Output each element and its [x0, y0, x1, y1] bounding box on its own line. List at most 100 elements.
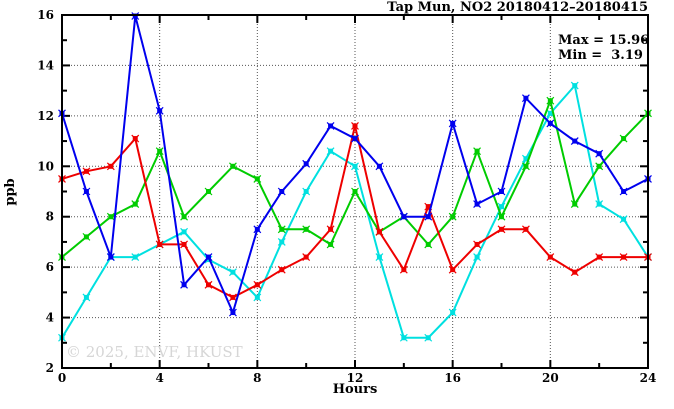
data-point-red — [351, 122, 359, 130]
data-point-cyan — [351, 162, 359, 171]
data-point-blue — [302, 159, 311, 168]
x-tick-label: 4 — [155, 371, 163, 385]
data-point-blue — [82, 187, 91, 196]
data-point-red — [106, 162, 115, 171]
data-point-red — [155, 240, 164, 249]
series-line-red — [61, 125, 648, 299]
data-point-green — [619, 134, 628, 143]
data-point-green — [253, 174, 262, 183]
gridlines — [62, 15, 648, 368]
x-tick-label: 20 — [542, 371, 559, 385]
data-point-green — [228, 162, 237, 171]
data-point-green — [351, 187, 359, 196]
plot-border — [61, 14, 649, 369]
data-point-red — [375, 227, 384, 236]
data-point-green — [326, 240, 335, 249]
data-point-cyan — [302, 187, 311, 196]
data-point-green — [106, 212, 115, 221]
series-blue — [58, 12, 652, 317]
y-tick-label: 10 — [37, 159, 54, 173]
watermark: © 2025, ENVF, HKUST — [66, 343, 243, 361]
data-point-red — [448, 265, 457, 274]
max-stat-label: Max = 15.96 — [558, 33, 649, 48]
data-point-red — [497, 225, 506, 234]
data-point-green — [180, 212, 189, 221]
data-point-green — [204, 187, 213, 196]
data-point-cyan — [228, 268, 237, 277]
data-point-blue — [253, 225, 262, 234]
data-point-cyan — [473, 253, 482, 261]
data-point-green — [546, 96, 555, 105]
data-point-red — [82, 167, 91, 176]
data-point-cyan — [424, 333, 433, 342]
data-point-blue — [619, 187, 628, 196]
plot-frame — [61, 14, 649, 369]
data-point-red — [595, 253, 604, 261]
data-point-cyan — [253, 293, 262, 302]
data-point-cyan — [82, 293, 91, 302]
data-point-green — [82, 232, 91, 241]
data-point-red — [521, 225, 530, 234]
data-point-blue — [228, 308, 237, 317]
x-tick-label: 24 — [640, 371, 657, 385]
y-tick-label: 8 — [46, 210, 54, 224]
data-point-blue — [204, 253, 213, 261]
x-tick-label: 0 — [58, 371, 66, 385]
data-point-red — [546, 253, 555, 261]
data-point-red — [619, 253, 628, 261]
data-point-green — [521, 162, 530, 171]
y-tick-label: 14 — [37, 58, 54, 72]
y-tick-label: 16 — [37, 8, 54, 22]
data-point-cyan — [326, 147, 335, 156]
data-point-green — [448, 212, 457, 221]
series-green — [58, 96, 652, 261]
data-point-blue — [546, 119, 555, 128]
data-point-blue — [399, 212, 408, 221]
x-tick-label: 8 — [253, 371, 261, 385]
y-tick-label: 12 — [37, 109, 54, 123]
data-point-blue — [351, 134, 359, 143]
min-stat-label: Min = 3.19 — [558, 48, 643, 63]
data-point-blue — [326, 122, 335, 130]
data-point-red — [253, 280, 262, 289]
data-point-blue — [473, 200, 482, 209]
x-axis-label: Hours — [333, 382, 378, 397]
data-point-blue — [131, 12, 140, 20]
data-point-green — [302, 225, 311, 234]
data-point-cyan — [180, 227, 189, 236]
data-point-blue — [570, 137, 579, 145]
data-point-blue — [497, 187, 506, 196]
data-point-blue — [521, 94, 530, 103]
data-point-red — [399, 265, 408, 274]
data-point-red — [302, 253, 311, 261]
data-point-green — [570, 200, 579, 209]
y-tick-label: 2 — [46, 361, 54, 375]
data-point-cyan — [131, 253, 140, 261]
data-point-cyan — [619, 215, 628, 224]
data-point-red — [228, 293, 237, 302]
data-point-red — [326, 225, 335, 234]
data-point-cyan — [595, 200, 604, 209]
data-point-red — [180, 240, 189, 249]
data-point-blue — [448, 119, 457, 128]
data-point-blue — [155, 106, 164, 115]
y-tick-label: 6 — [46, 260, 54, 274]
data-point-green — [595, 162, 604, 171]
y-tick-label: 4 — [46, 311, 54, 325]
data-point-cyan — [399, 333, 408, 342]
data-point-blue — [106, 253, 115, 261]
x-tick-label: 16 — [444, 371, 461, 385]
data-point-green — [155, 147, 164, 156]
data-point-red — [570, 268, 579, 277]
data-point-green — [131, 200, 140, 209]
data-point-blue — [595, 149, 604, 158]
data-point-green — [277, 225, 286, 234]
data-point-blue — [375, 162, 384, 171]
data-point-red — [131, 134, 140, 143]
data-point-blue — [180, 280, 189, 289]
data-point-red — [473, 240, 482, 249]
data-point-blue — [424, 212, 433, 221]
